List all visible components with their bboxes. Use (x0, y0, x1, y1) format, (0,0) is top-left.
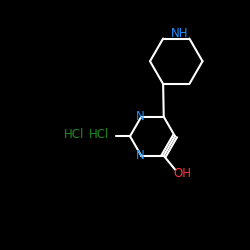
Text: N: N (136, 110, 144, 123)
Text: OH: OH (173, 168, 191, 180)
Text: HCl: HCl (89, 128, 109, 141)
Text: HCl: HCl (64, 128, 84, 141)
Text: NH: NH (171, 27, 189, 40)
Text: N: N (136, 149, 144, 162)
